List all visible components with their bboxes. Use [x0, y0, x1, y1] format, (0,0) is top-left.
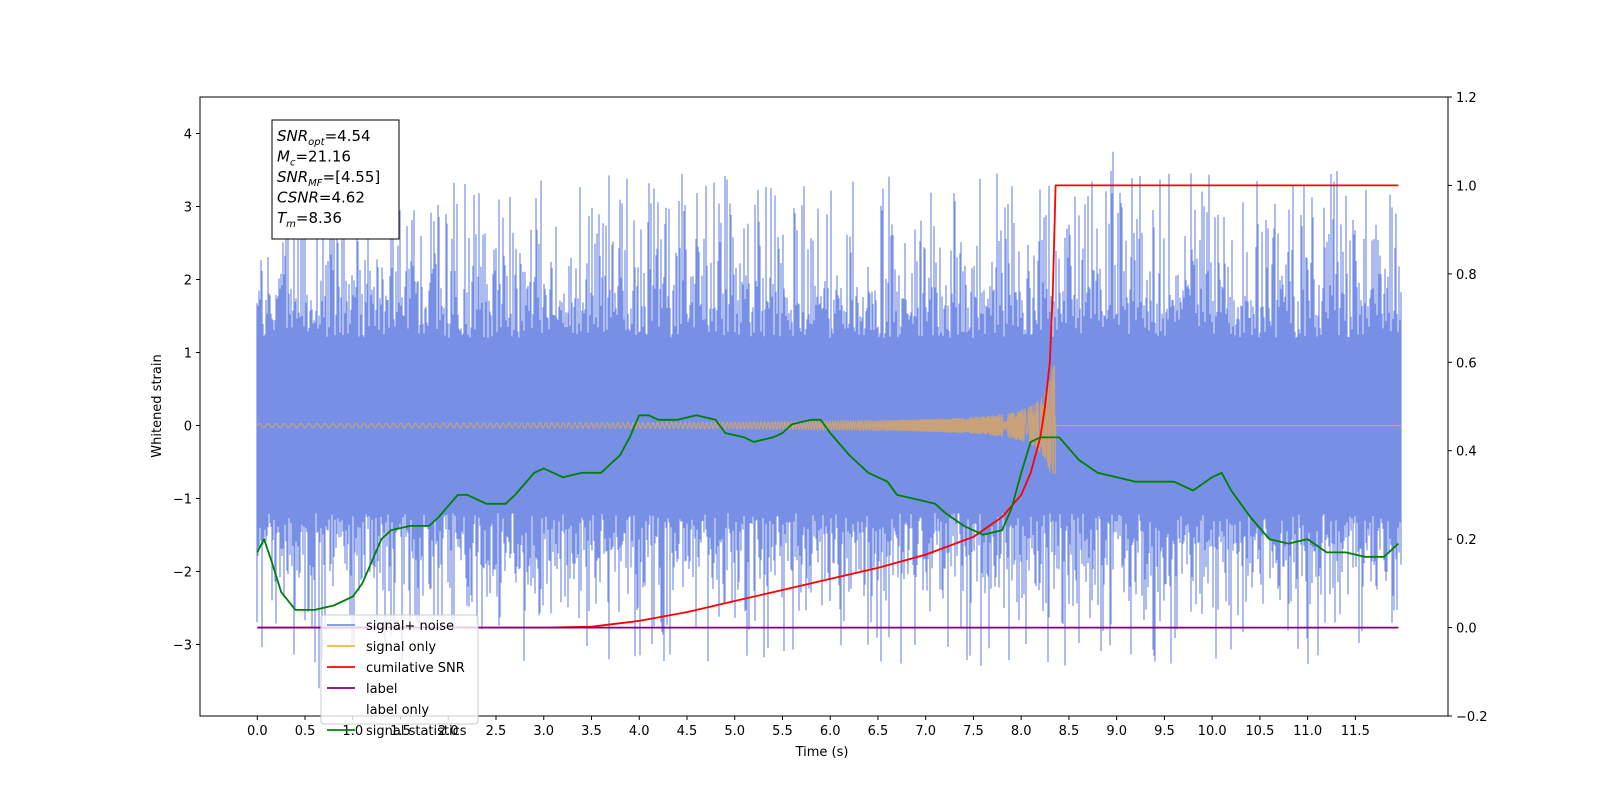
- x-tick-label: 10.0: [1198, 724, 1227, 739]
- x-tick-label: 3.5: [581, 724, 602, 739]
- y-left-tick-label: −3: [173, 638, 192, 653]
- x-tick-label: 4.5: [677, 724, 698, 739]
- y-right-tick-label: 0.0: [1456, 622, 1477, 637]
- x-tick-label: 0.0: [247, 724, 268, 739]
- x-tick-label: 7.5: [963, 724, 984, 739]
- y-right-tick-label: 0.2: [1456, 533, 1477, 548]
- legend-label: label: [366, 682, 397, 697]
- annotation-frame: [271, 119, 400, 240]
- x-tick-label: 4.0: [629, 724, 650, 739]
- x-tick-label: 6.5: [868, 724, 889, 739]
- x-tick-label: 9.5: [1154, 724, 1175, 739]
- legend-label: cumilative SNR: [366, 661, 465, 676]
- x-tick-label: 1.0: [342, 724, 363, 739]
- legend-label: signal+ noise: [366, 619, 454, 634]
- axis-ticks: 0.0 0.5 1.0 1.5 2.0 2.5 3.0 3.5 4.0 4.5 5.0 5.5 6.0 6…: [173, 91, 1488, 739]
- x-tick-label: 11.0: [1293, 724, 1322, 739]
- x-tick-label: 9.0: [1106, 724, 1127, 739]
- x-tick-label: 1.5: [390, 724, 411, 739]
- y-left-tick-label: 0: [184, 419, 192, 434]
- annotation-line: CSNR=4.62: [277, 189, 365, 207]
- legend: signal+ noise signal only cumilative SNR la…: [320, 614, 479, 739]
- y-left-tick-label: 2: [184, 273, 192, 288]
- x-tick-label: 5.5: [772, 724, 793, 739]
- y-left-tick-label: 1: [184, 346, 192, 361]
- legend-label: signal statistics: [366, 724, 467, 739]
- x-tick-label: 3.0: [533, 724, 554, 739]
- y-axis-label-left: Whitened strain: [150, 354, 165, 457]
- annotation-line: SNRopt=4.54: [277, 127, 371, 148]
- series-signal-only: [256, 365, 1402, 474]
- annotation-line: Mc=21.16: [277, 148, 351, 169]
- legend-frame: [320, 614, 479, 725]
- y-right-tick-label: 1.2: [1456, 91, 1477, 106]
- x-tick-label: 6.0: [820, 724, 841, 739]
- y-right-tick-label: −0.2: [1456, 710, 1488, 725]
- x-tick-label: 2.5: [486, 724, 507, 739]
- legend-label: signal only: [366, 640, 436, 655]
- y-left-tick-label: 4: [184, 127, 192, 142]
- y-left-tick-label: −2: [173, 565, 192, 580]
- y-right-tick-label: 0.4: [1456, 445, 1477, 460]
- series-signal-statistics: [256, 414, 1399, 611]
- y-right-tick-label: 0.6: [1456, 356, 1477, 371]
- y-left-tick-label: 3: [184, 200, 192, 215]
- y-right-tick-label: 0.8: [1456, 268, 1477, 283]
- x-tick-label: 2.0: [438, 724, 459, 739]
- y-right-tick-label: 1.0: [1456, 179, 1477, 194]
- x-tick-label: 10.5: [1245, 724, 1274, 739]
- stats-annotation: SNRopt=4.54Mc=21.16SNRMF=[4.55]CSNR=4.62…: [271, 119, 400, 240]
- x-tick-label: 11.5: [1341, 724, 1370, 739]
- axes-frame: [199, 96, 1449, 717]
- x-axis-label: Time (s): [795, 745, 849, 760]
- x-tick-label: 0.5: [295, 724, 316, 739]
- x-tick-label: 8.0: [1011, 724, 1032, 739]
- x-tick-label: 7.0: [915, 724, 936, 739]
- plot-area: [256, 151, 1402, 689]
- annotation-line: SNRMF=[4.55]: [277, 168, 380, 189]
- y-left-tick-label: −1: [173, 492, 192, 507]
- annotation-line: Tm=8.36: [277, 209, 342, 230]
- x-tick-label: 5.0: [724, 724, 745, 739]
- legend-label: label only: [366, 703, 429, 718]
- x-tick-label: 8.5: [1059, 724, 1080, 739]
